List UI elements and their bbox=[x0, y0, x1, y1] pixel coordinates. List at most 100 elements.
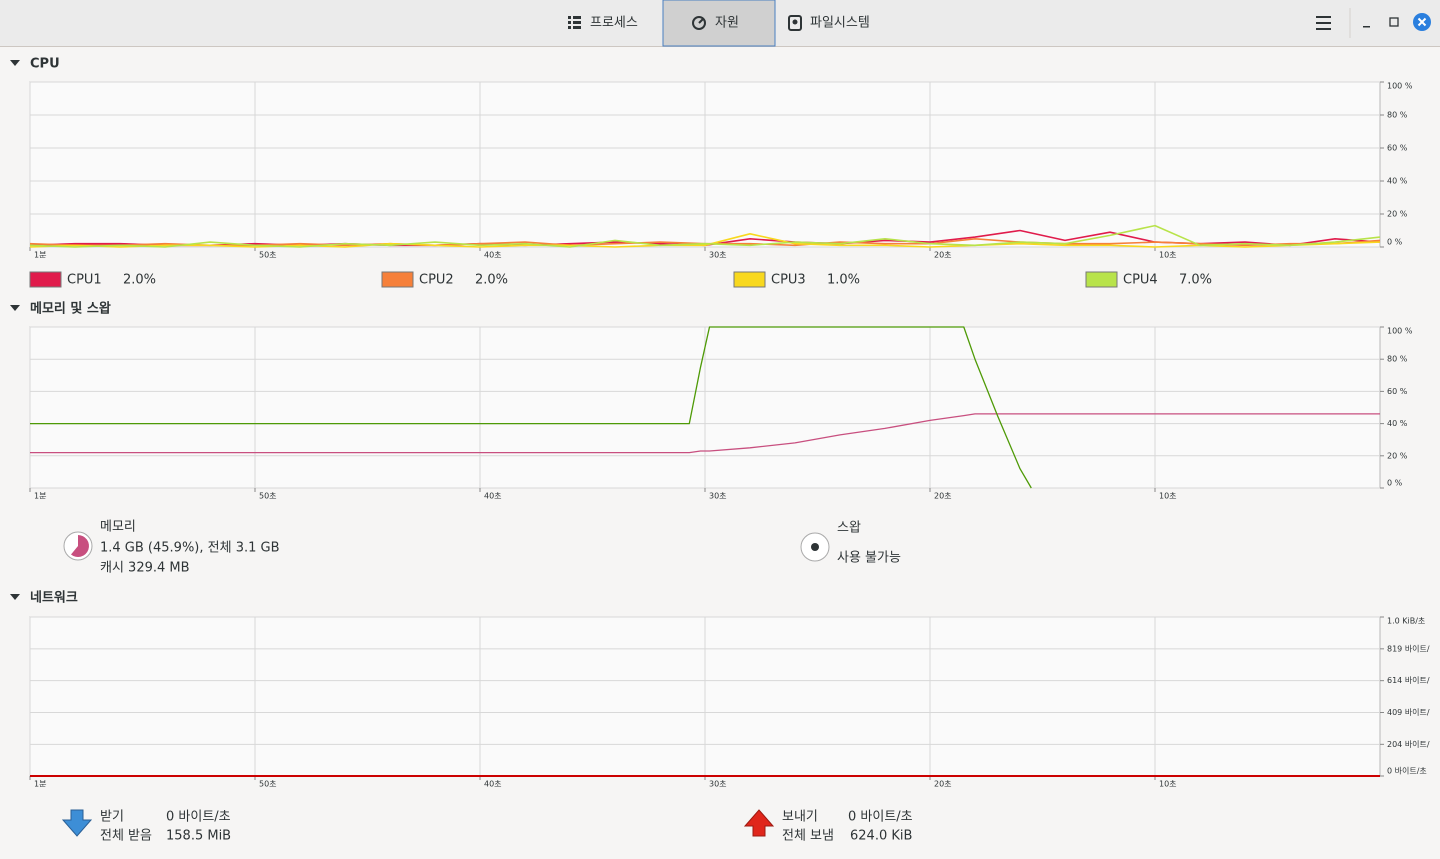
send-total-label: 전체 보냄 bbox=[782, 829, 834, 844]
y-tick-label: 0 % bbox=[1387, 479, 1403, 488]
maximize-button[interactable] bbox=[1389, 17, 1399, 27]
section-title: CPU bbox=[30, 57, 60, 72]
memory-usage: 1.4 GB (45.9%), 전체 3.1 GB bbox=[100, 541, 280, 556]
icon bbox=[692, 16, 706, 30]
legend-value: 2.0% bbox=[123, 273, 156, 288]
y-tick-label: 100 % bbox=[1387, 82, 1413, 91]
y-tick-label: 80 % bbox=[1387, 355, 1408, 364]
legend-name: CPU1 bbox=[67, 273, 102, 288]
x-tick-label: 40초 bbox=[484, 492, 502, 501]
x-tick-label: 30초 bbox=[709, 251, 727, 260]
receive-rate: 0 바이트/초 bbox=[166, 810, 231, 825]
y-tick-label: 1.0 KiB/초 bbox=[1387, 617, 1425, 626]
legend-swatch bbox=[733, 271, 766, 288]
icon bbox=[1316, 28, 1331, 30]
send-icon bbox=[743, 809, 775, 837]
y-tick-label: 0 % bbox=[1387, 238, 1403, 247]
series-line bbox=[29, 233, 1381, 248]
y-tick-label: 60 % bbox=[1387, 144, 1408, 153]
x-tick-label: 1분 bbox=[34, 780, 46, 789]
expander[interactable] bbox=[10, 594, 20, 600]
x-tick-label: 1분 bbox=[34, 251, 46, 260]
x-tick-label: 50초 bbox=[259, 780, 277, 789]
x-tick-label: 50초 bbox=[259, 492, 277, 501]
receive-total-label: 전체 받음 bbox=[100, 829, 152, 844]
expander[interactable] bbox=[10, 60, 20, 66]
close-button[interactable] bbox=[1413, 13, 1431, 31]
swap-label: 스왑 bbox=[837, 521, 861, 536]
y-tick-label: 100 % bbox=[1387, 327, 1413, 336]
legend-name: CPU4 bbox=[1123, 273, 1158, 288]
x-tick-label: 30초 bbox=[709, 492, 727, 501]
icon bbox=[71, 535, 89, 557]
x-tick-label: 50초 bbox=[259, 251, 277, 260]
tab-label[interactable]: 프로세스 bbox=[590, 16, 638, 31]
y-tick-label: 0 바이트/초 bbox=[1387, 766, 1427, 776]
series-line bbox=[30, 326, 1032, 489]
x-tick-label: 20초 bbox=[934, 251, 952, 260]
legend-swatch bbox=[381, 271, 414, 288]
y-tick-label: 40 % bbox=[1387, 419, 1408, 428]
x-tick-label: 40초 bbox=[484, 251, 502, 260]
section-title: 네트워크 bbox=[30, 590, 78, 606]
icon bbox=[568, 21, 571, 24]
legend-swatch bbox=[1085, 271, 1118, 288]
legend-name: CPU2 bbox=[419, 273, 454, 288]
section-title: 메모리 및 스왑 bbox=[30, 301, 111, 317]
legend-swatch bbox=[29, 271, 62, 288]
tab-processes[interactable]: 프로세스 bbox=[568, 16, 638, 31]
x-tick-label: 40초 bbox=[484, 780, 502, 789]
memory-label: 메모리 bbox=[100, 520, 136, 535]
x-tick-label: 30초 bbox=[709, 780, 727, 789]
icon bbox=[573, 26, 581, 29]
x-tick-label: 20초 bbox=[934, 492, 952, 501]
send-label: 보내기 bbox=[782, 810, 818, 825]
receive-icon bbox=[61, 809, 93, 837]
legend-name: CPU3 bbox=[771, 273, 806, 288]
send-rate: 0 바이트/초 bbox=[848, 810, 913, 825]
menu-button[interactable] bbox=[1316, 16, 1331, 30]
y-tick-label: 20 % bbox=[1387, 210, 1408, 219]
tab-filesystems[interactable]: 파일시스템 bbox=[788, 15, 870, 31]
y-tick-label: 40 % bbox=[1387, 177, 1408, 186]
icon bbox=[698, 18, 704, 24]
receive-label: 받기 bbox=[100, 810, 124, 825]
legend-value: 1.0% bbox=[827, 273, 860, 288]
y-tick-label: 80 % bbox=[1387, 111, 1408, 120]
memory-icon bbox=[63, 531, 93, 561]
minimize-button[interactable] bbox=[1363, 26, 1370, 28]
legend-value: 7.0% bbox=[1179, 273, 1212, 288]
receive-total: 158.5 MiB bbox=[166, 829, 231, 844]
icon bbox=[788, 15, 802, 31]
legend-value: 2.0% bbox=[475, 273, 508, 288]
tab-resources[interactable]: 자원 bbox=[692, 16, 739, 31]
tab-label[interactable]: 자원 bbox=[715, 16, 739, 31]
series-line bbox=[30, 413, 1380, 454]
icon bbox=[1316, 22, 1331, 24]
series-line bbox=[29, 224, 1381, 248]
icon bbox=[573, 21, 581, 24]
x-tick-label: 10초 bbox=[1159, 251, 1177, 260]
swap-usage: 사용 불가능 bbox=[837, 551, 901, 566]
x-tick-label: 1분 bbox=[34, 492, 46, 501]
send-total: 624.0 KiB bbox=[850, 829, 912, 844]
expander[interactable] bbox=[10, 305, 20, 311]
icon bbox=[811, 543, 819, 551]
tab-label[interactable]: 파일시스템 bbox=[810, 16, 870, 31]
active-tab-bg bbox=[662, 0, 776, 47]
y-tick-label: 409 바이트/ bbox=[1387, 707, 1430, 717]
y-tick-label: 20 % bbox=[1387, 451, 1408, 460]
y-tick-label: 204 바이트/ bbox=[1387, 739, 1430, 749]
swap-icon bbox=[800, 532, 830, 562]
icon bbox=[573, 16, 581, 19]
icon bbox=[1316, 16, 1331, 18]
icon bbox=[1417, 17, 1427, 27]
y-tick-label: 60 % bbox=[1387, 387, 1408, 396]
y-tick-label: 819 바이트/ bbox=[1387, 643, 1430, 653]
x-tick-label: 20초 bbox=[934, 780, 952, 789]
icon bbox=[792, 19, 798, 25]
icon bbox=[568, 16, 571, 19]
y-tick-label: 614 바이트/ bbox=[1387, 675, 1430, 685]
x-tick-label: 10초 bbox=[1159, 780, 1177, 789]
